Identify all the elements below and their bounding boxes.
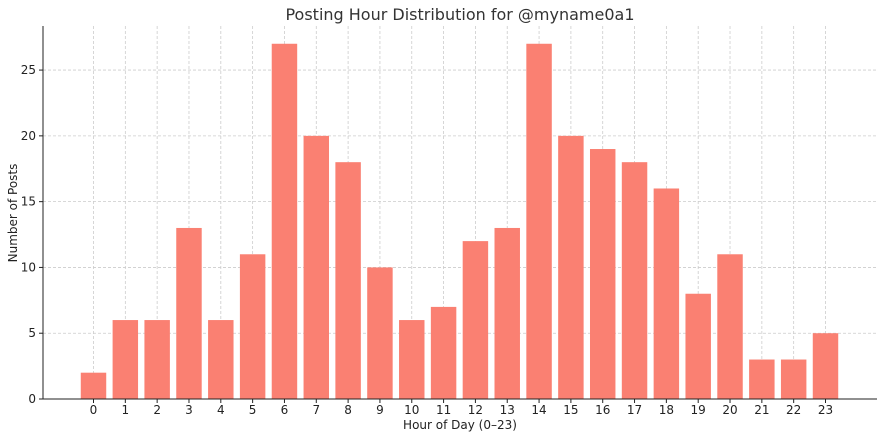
bars bbox=[80, 43, 839, 400]
x-tick-label: 23 bbox=[818, 403, 833, 417]
x-tick-label: 20 bbox=[722, 403, 737, 417]
x-tick-label: 18 bbox=[659, 403, 674, 417]
x-tick-label: 14 bbox=[531, 403, 546, 417]
bar-hour-4 bbox=[208, 320, 234, 399]
x-tick-label: 3 bbox=[185, 403, 193, 417]
bar-hour-5 bbox=[239, 254, 266, 399]
x-tick-label: 15 bbox=[563, 403, 578, 417]
bar-hour-16 bbox=[589, 149, 616, 399]
x-axis-label: Hour of Day (0–23) bbox=[403, 418, 517, 432]
bar-hour-18 bbox=[653, 188, 680, 399]
x-tick-label: 2 bbox=[153, 403, 161, 417]
bar-hour-10 bbox=[399, 320, 425, 399]
x-ticks: 0 1 2 3 4 5 6 7 8 9 10 11 12 13 14 15 16 17 18 19 20 21 22 23 bbox=[90, 399, 833, 417]
bar-hour-8 bbox=[335, 162, 361, 399]
bar-hour-6 bbox=[271, 43, 298, 400]
bar-hour-11 bbox=[430, 306, 457, 399]
y-ticks: 0 5 10 15 20 25 bbox=[21, 63, 43, 406]
bar-hour-0 bbox=[80, 372, 107, 399]
x-tick-label: 13 bbox=[500, 403, 515, 417]
bar-hour-13 bbox=[494, 227, 520, 399]
bar-hour-14 bbox=[526, 43, 552, 400]
bar-hour-12 bbox=[462, 241, 489, 399]
x-tick-label: 21 bbox=[754, 403, 769, 417]
chart-title: Posting Hour Distribution for @myname0a1 bbox=[285, 5, 634, 24]
bar-hour-20 bbox=[717, 254, 743, 399]
bar-hour-15 bbox=[558, 135, 584, 400]
bar-hour-2 bbox=[144, 320, 170, 399]
x-tick-label: 8 bbox=[344, 403, 352, 417]
x-tick-label: 19 bbox=[691, 403, 706, 417]
bar-hour-22 bbox=[780, 359, 807, 399]
y-tick-label: 0 bbox=[28, 392, 36, 406]
y-tick-label: 10 bbox=[21, 260, 36, 274]
x-tick-label: 7 bbox=[312, 403, 320, 417]
bar-hour-21 bbox=[749, 359, 775, 399]
bar-hour-17 bbox=[621, 162, 648, 399]
x-tick-label: 0 bbox=[90, 403, 98, 417]
y-tick-label: 25 bbox=[21, 63, 36, 77]
x-tick-label: 16 bbox=[595, 403, 610, 417]
bar-hour-3 bbox=[176, 227, 202, 399]
x-tick-label: 22 bbox=[786, 403, 801, 417]
y-axis-label: Number of Posts bbox=[6, 164, 20, 263]
bar-hour-7 bbox=[303, 135, 330, 400]
bar-hour-9 bbox=[367, 267, 393, 399]
x-tick-label: 10 bbox=[404, 403, 419, 417]
x-tick-label: 4 bbox=[217, 403, 225, 417]
bar-hour-19 bbox=[685, 293, 711, 399]
x-tick-label: 11 bbox=[436, 403, 451, 417]
y-tick-label: 20 bbox=[21, 129, 36, 143]
axes bbox=[42, 26, 877, 400]
bar-hour-23 bbox=[812, 333, 839, 399]
bar-hour-1 bbox=[112, 320, 139, 399]
y-tick-label: 5 bbox=[28, 326, 36, 340]
x-tick-label: 6 bbox=[281, 403, 289, 417]
x-tick-label: 17 bbox=[627, 403, 642, 417]
x-tick-label: 9 bbox=[376, 403, 384, 417]
x-tick-label: 1 bbox=[122, 403, 130, 417]
x-tick-label: 12 bbox=[468, 403, 483, 417]
x-tick-label: 5 bbox=[249, 403, 257, 417]
y-tick-label: 15 bbox=[21, 195, 36, 209]
